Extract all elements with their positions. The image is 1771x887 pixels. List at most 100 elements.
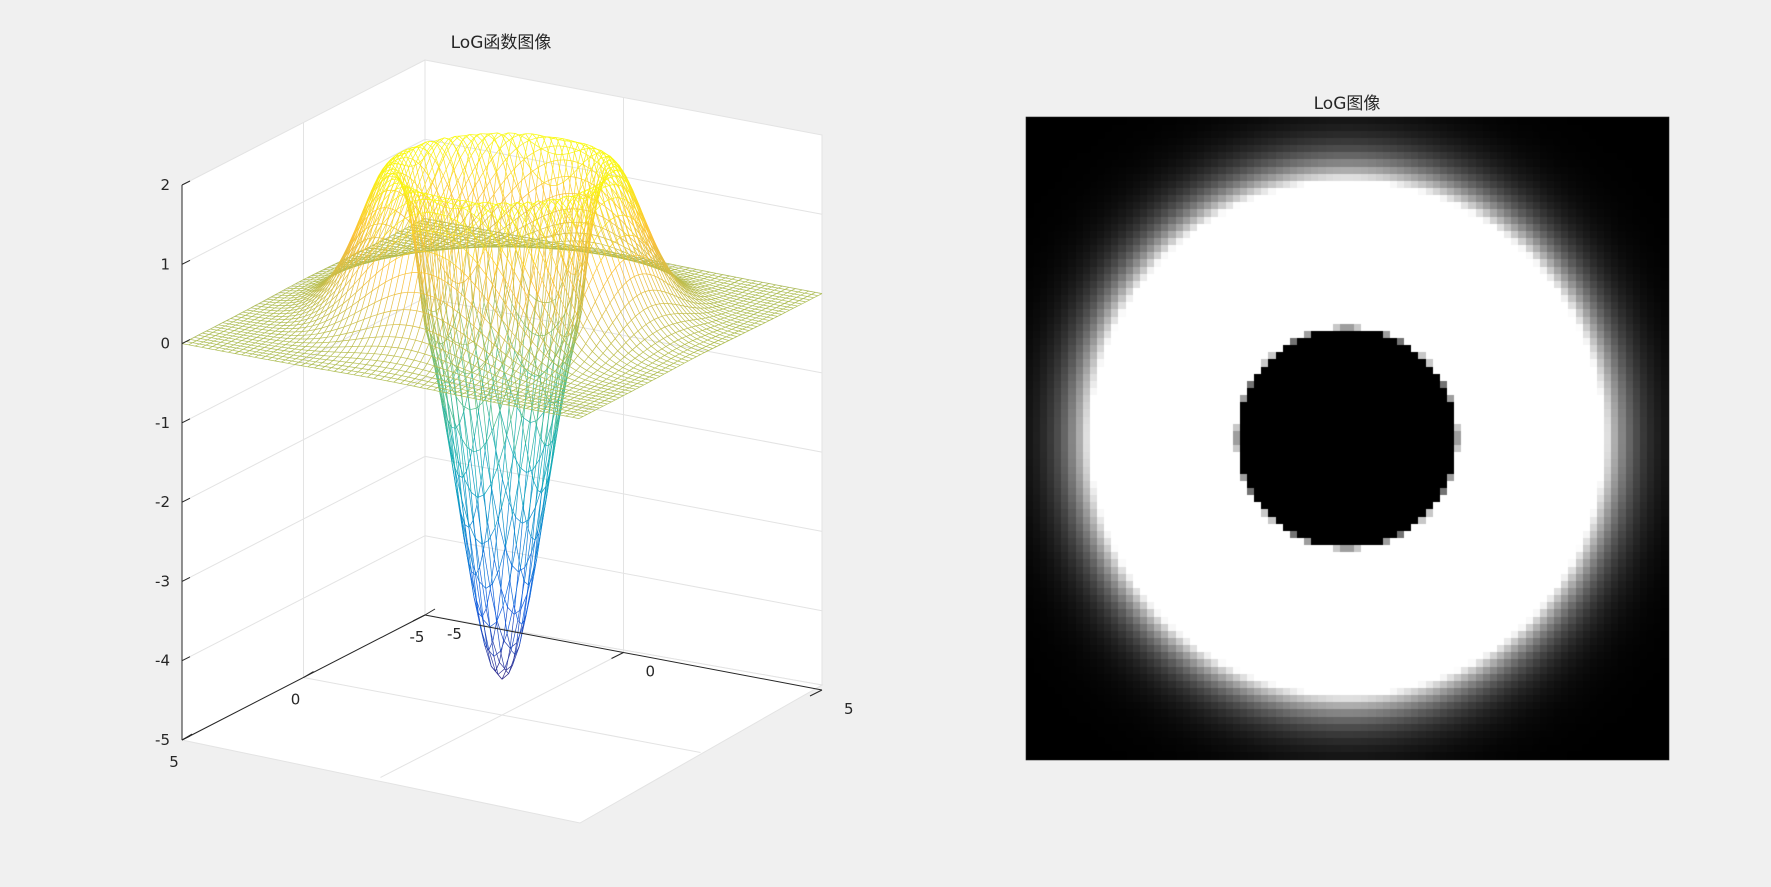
mesh-segment bbox=[189, 336, 195, 340]
mesh-segment bbox=[568, 402, 573, 406]
mesh-segment bbox=[487, 392, 493, 396]
mesh-segment bbox=[363, 306, 369, 320]
mesh-segment bbox=[493, 185, 501, 195]
mesh-segment bbox=[742, 290, 747, 293]
mesh-segment bbox=[454, 233, 462, 240]
mesh-segment bbox=[577, 382, 582, 386]
mesh-segment bbox=[721, 326, 726, 330]
mesh-segment bbox=[271, 330, 276, 334]
mesh-segment bbox=[312, 299, 318, 307]
mesh-segment bbox=[311, 361, 316, 365]
mesh-segment bbox=[732, 285, 738, 289]
mesh-segment bbox=[605, 382, 610, 386]
mesh-segment bbox=[475, 233, 483, 239]
mesh-segment bbox=[385, 263, 390, 283]
mesh-segment bbox=[451, 237, 458, 240]
mesh-segment bbox=[657, 348, 663, 352]
mesh-segment bbox=[747, 282, 752, 286]
mesh-segment bbox=[638, 223, 644, 229]
mesh-segment bbox=[716, 293, 724, 297]
mesh-segment bbox=[562, 257, 568, 269]
mesh-segment bbox=[302, 356, 307, 360]
mesh-segment bbox=[279, 289, 284, 293]
mesh-segment bbox=[746, 290, 753, 293]
mesh-segment bbox=[602, 158, 607, 172]
mesh-segment bbox=[491, 449, 497, 489]
mesh-segment bbox=[631, 316, 636, 321]
mesh-segment bbox=[800, 294, 808, 297]
mesh-segment bbox=[404, 228, 412, 231]
mesh-segment bbox=[787, 290, 792, 294]
mesh-segment bbox=[282, 353, 287, 357]
mesh-segment bbox=[676, 321, 682, 324]
mesh-segment bbox=[746, 312, 754, 315]
mesh-segment bbox=[512, 134, 520, 139]
mesh-segment bbox=[424, 227, 432, 238]
mesh-segment bbox=[324, 363, 330, 367]
mesh-segment bbox=[590, 386, 595, 390]
mesh-segment bbox=[246, 344, 252, 348]
mesh-segment bbox=[523, 159, 532, 170]
mesh-segment bbox=[742, 328, 750, 331]
mesh-segment bbox=[208, 331, 214, 335]
mesh-segment bbox=[745, 279, 750, 283]
mesh-segment bbox=[489, 180, 495, 195]
mesh-segment bbox=[517, 393, 522, 419]
mesh-segment bbox=[280, 297, 285, 301]
mesh-segment bbox=[713, 281, 718, 284]
mesh-segment bbox=[370, 233, 376, 253]
mesh-segment bbox=[392, 248, 399, 251]
mesh-segment bbox=[608, 159, 616, 163]
mesh-segment bbox=[608, 243, 614, 249]
mesh-segment bbox=[595, 376, 601, 380]
mesh-segment bbox=[692, 286, 700, 291]
mesh-segment bbox=[746, 324, 751, 328]
mesh-segment bbox=[515, 245, 523, 247]
mesh-segment bbox=[731, 305, 738, 309]
mesh-segment bbox=[342, 291, 348, 304]
mesh-segment bbox=[518, 310, 524, 325]
mesh-segment bbox=[641, 324, 647, 328]
mesh-segment bbox=[558, 194, 564, 210]
mesh-segment bbox=[734, 330, 739, 334]
mesh-segment bbox=[628, 385, 634, 389]
mesh-segment bbox=[248, 339, 253, 343]
mesh-segment bbox=[477, 239, 482, 243]
mesh-segment bbox=[755, 315, 761, 319]
mesh-segment bbox=[328, 360, 334, 364]
mesh-segment bbox=[288, 292, 293, 296]
mesh-segment bbox=[515, 467, 521, 518]
mesh-segment bbox=[667, 334, 672, 337]
mesh-segment bbox=[666, 266, 675, 279]
mesh-segment bbox=[612, 316, 617, 323]
mesh-segment bbox=[502, 363, 508, 391]
mesh-segment bbox=[506, 346, 512, 356]
mesh-segment bbox=[367, 345, 373, 354]
mesh-segment bbox=[289, 321, 295, 326]
mesh-segment bbox=[529, 403, 535, 407]
mesh-segment bbox=[249, 310, 254, 314]
mesh-segment bbox=[462, 244, 467, 247]
mesh-segment bbox=[688, 292, 696, 300]
mesh-segment bbox=[733, 323, 740, 326]
mesh-segment bbox=[357, 253, 363, 270]
mesh-segment bbox=[365, 279, 370, 296]
mesh-segment bbox=[278, 340, 284, 345]
mesh-segment bbox=[750, 308, 756, 312]
mesh-segment bbox=[709, 303, 717, 307]
mesh-segment bbox=[474, 411, 479, 438]
mesh-segment bbox=[599, 286, 604, 295]
mesh-segment bbox=[618, 386, 623, 390]
mesh-segment bbox=[710, 290, 715, 293]
mesh-segment bbox=[624, 302, 630, 308]
mesh-segment bbox=[695, 324, 700, 327]
mesh-segment bbox=[340, 286, 345, 299]
mesh-segment bbox=[334, 346, 339, 353]
mesh-segment bbox=[536, 215, 544, 220]
mesh-segment bbox=[492, 149, 500, 159]
mesh-segment bbox=[460, 146, 468, 158]
mesh-segment bbox=[525, 321, 531, 334]
mesh-segment bbox=[216, 327, 222, 331]
mesh-segment bbox=[597, 167, 605, 180]
mesh-segment bbox=[496, 588, 502, 621]
